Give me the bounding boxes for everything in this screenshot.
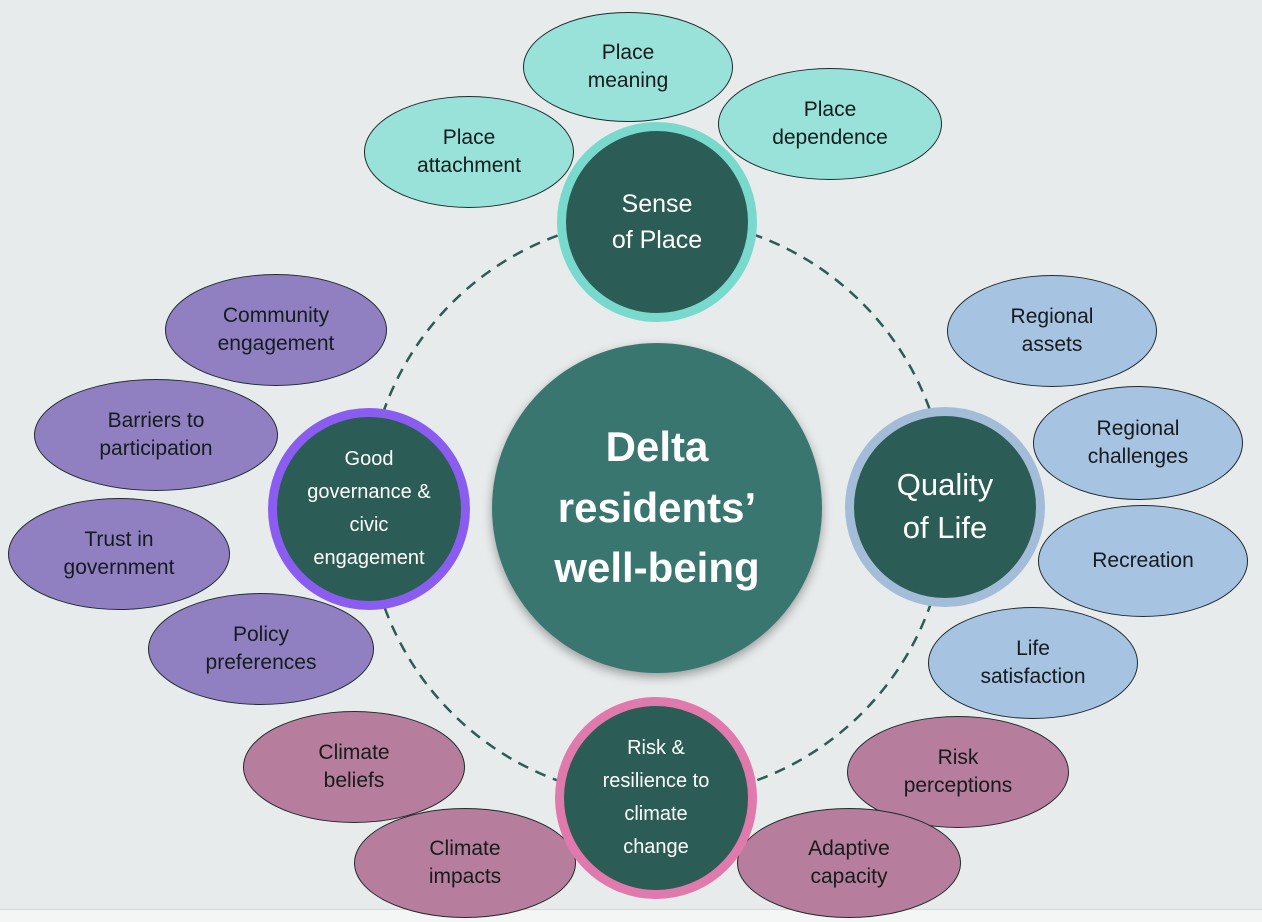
sense-of-place-hub: Sense of Place bbox=[557, 122, 757, 322]
regional-challenges-node: Regional challenges bbox=[1033, 386, 1243, 500]
quality-of-life-hub: Quality of Life bbox=[845, 407, 1045, 607]
barriers-to-participation-node: Barriers to participation bbox=[34, 379, 278, 491]
place-meaning-node: Place meaning bbox=[523, 12, 733, 122]
climate-impacts-node: Climate impacts bbox=[354, 808, 576, 918]
governance-hub: Good governance & civic engagement bbox=[268, 408, 470, 610]
central-wellbeing-node: Delta residents’ well-being bbox=[492, 343, 822, 673]
place-attachment-node: Place attachment bbox=[364, 96, 574, 208]
community-engagement-node: Community engagement bbox=[165, 274, 387, 386]
policy-preferences-node: Policy preferences bbox=[148, 593, 374, 705]
risk-resilience-hub: Risk & resilience to climate change bbox=[555, 697, 757, 899]
regional-assets-node: Regional assets bbox=[947, 275, 1157, 387]
trust-in-government-node: Trust in government bbox=[8, 498, 230, 610]
recreation-node: Recreation bbox=[1038, 505, 1248, 617]
place-dependence-node: Place dependence bbox=[718, 68, 942, 180]
climate-beliefs-node: Climate beliefs bbox=[243, 711, 465, 823]
life-satisfaction-node: Life satisfaction bbox=[928, 607, 1138, 719]
adaptive-capacity-node: Adaptive capacity bbox=[737, 808, 961, 918]
